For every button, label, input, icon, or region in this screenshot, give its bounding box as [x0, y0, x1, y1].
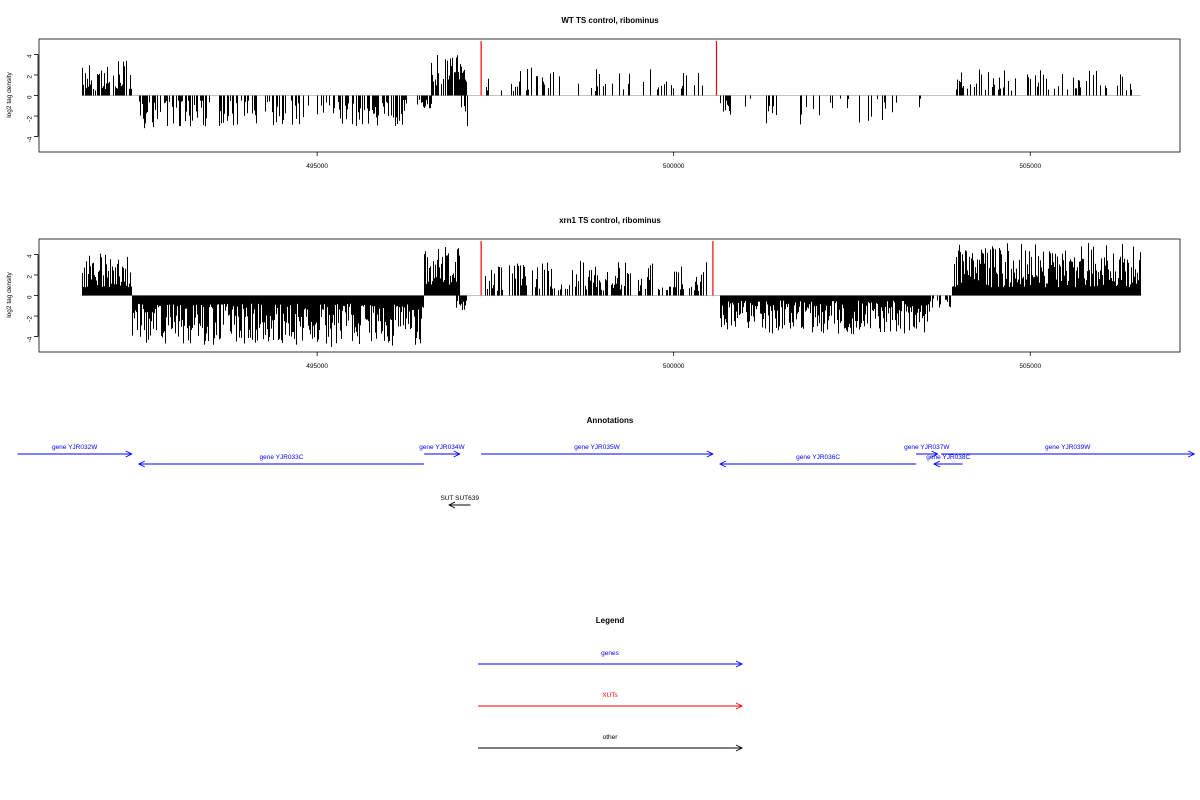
wt-bar-series [81, 54, 1141, 129]
annotation-label: gene YJR036C [796, 454, 840, 461]
wt-y-axis-label: log2 tag density [6, 71, 13, 117]
annotation-label: gene YJR032W [52, 444, 98, 451]
xrn1-marker-lines [480, 241, 714, 296]
annotation-feature: gene YJR033C [137, 454, 425, 468]
annotation-label: gene YJR033C [259, 454, 303, 461]
legend-entries: genes XUTs other [478, 650, 744, 752]
xrn1-y-axis: 4 2 0 -2 -4 [27, 254, 39, 342]
x-tick-label: 505000 [1019, 163, 1041, 170]
y-tick-label: 2 [27, 275, 34, 279]
annotation-label: gene YJR038C [926, 454, 970, 461]
y-tick-label: -2 [27, 116, 34, 122]
arrowhead [931, 450, 939, 458]
annotation-label: gene YJR034W [419, 444, 465, 451]
annotation-tracks: gene YJR032W gene YJR033C gene YJR034W gene… [17, 444, 1196, 509]
annotation-feature: gene YJR035W [481, 444, 714, 458]
wt-x-axis: 495000 500000 505000 [306, 152, 1041, 170]
annotation-feature: SUT SUT639 [440, 495, 479, 509]
annotation-label: gene YJR037W [904, 444, 950, 451]
x-tick-label: 495000 [306, 363, 328, 370]
wt-panel-title: WT TS control, ribominus [561, 16, 659, 25]
y-tick-label: 0 [27, 295, 34, 299]
annotation-feature: gene YJR034W [419, 444, 465, 458]
y-tick-label: 2 [27, 75, 34, 79]
arrowhead [932, 460, 941, 468]
y-tick-label: 0 [27, 95, 34, 99]
annotation-feature: gene YJR038C [926, 454, 971, 468]
y-tick-label: -4 [27, 336, 34, 342]
legend-label: XUTs [602, 692, 618, 699]
arrowhead [448, 501, 456, 509]
legend-entry: XUTs [478, 692, 744, 710]
legend-arrowhead [735, 660, 744, 668]
x-tick-label: 505000 [1019, 363, 1041, 370]
arrowhead [137, 460, 146, 468]
y-tick-label: -2 [27, 316, 34, 322]
arrowhead [125, 450, 133, 458]
xrn1-panel-title: xrn1 TS control, ribominus [559, 216, 661, 225]
x-tick-label: 495000 [306, 163, 328, 170]
arrowhead [453, 450, 461, 458]
xrn1-bar-series [81, 242, 1141, 347]
annotations-title: Annotations [587, 416, 634, 425]
annotation-label: gene YJR035W [574, 444, 620, 451]
legend-label: genes [601, 650, 619, 657]
xrn1-plot-frame [38, 238, 1181, 353]
legend-arrowhead [735, 702, 744, 710]
arrowhead [706, 450, 714, 458]
annotation-feature: gene YJR032W [17, 444, 133, 458]
legend-entry: genes [478, 650, 744, 668]
legend-panel: Legend genes XUTs other [478, 616, 744, 752]
arrowhead [719, 460, 727, 468]
arrowhead [1188, 450, 1196, 458]
annotation-feature: gene YJR036C [719, 454, 917, 468]
xrn1-y-axis-label: log2 tag density [6, 271, 13, 317]
legend-entry: other [478, 734, 744, 752]
annotation-feature: gene YJR039W [941, 444, 1196, 458]
annotation-label: SUT SUT639 [440, 495, 479, 502]
wt-plot-frame [38, 38, 1181, 153]
x-tick-label: 500000 [663, 363, 685, 370]
x-tick-label: 500000 [663, 163, 685, 170]
y-tick-label: 4 [27, 254, 34, 258]
legend-title: Legend [596, 616, 625, 625]
y-tick-label: 4 [27, 54, 34, 58]
annotation-feature: gene YJR037W [904, 444, 950, 458]
xrn1-panel: xrn1 TS control, ribominus log2 tag dens… [6, 216, 1181, 370]
legend-label: other [603, 734, 619, 741]
annotation-label: gene YJR039W [1045, 444, 1091, 451]
xrn1-x-axis: 495000 500000 505000 [306, 352, 1041, 370]
wt-marker-lines [480, 41, 718, 96]
wt-y-axis: 4 2 0 -2 -4 [27, 54, 39, 142]
wt-panel: WT TS control, ribominus log2 tag densit… [6, 16, 1181, 170]
legend-arrowhead [735, 744, 744, 752]
y-tick-label: -4 [27, 136, 34, 142]
